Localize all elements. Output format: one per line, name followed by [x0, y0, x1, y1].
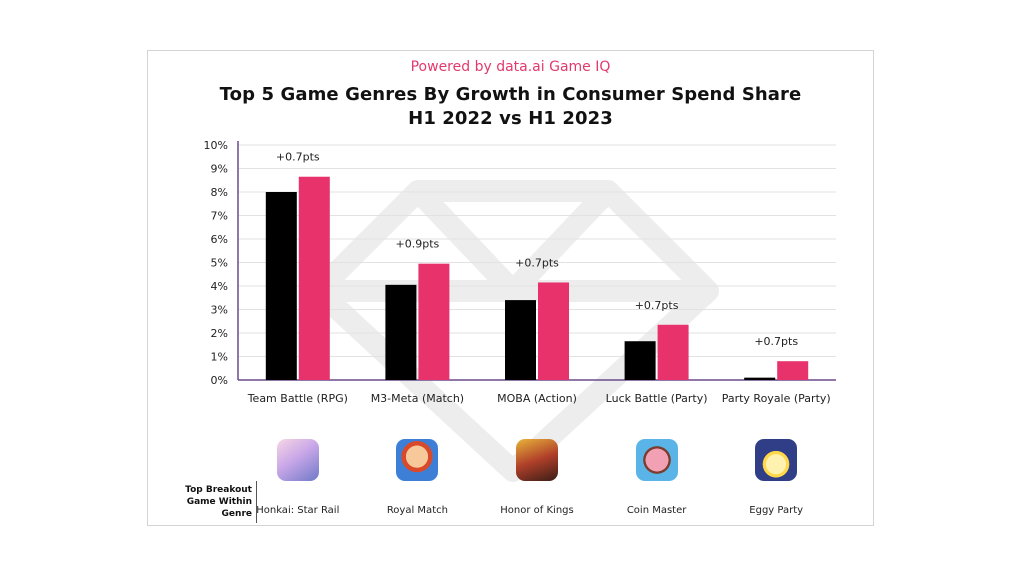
bar-h1-2022	[265, 192, 297, 380]
y-tick-label: 6%	[211, 233, 228, 246]
game-name-label: Honor of Kings	[500, 505, 574, 516]
chart-title: Top 5 Game Genres By Growth in Consumer …	[219, 84, 802, 105]
diamond-watermark-icon	[307, 180, 719, 482]
y-tick-label: 1%	[211, 351, 228, 364]
y-tick-label: 5%	[211, 257, 228, 270]
delta-label: +0.7pts	[515, 256, 559, 269]
delta-label: +0.7pts	[276, 151, 320, 164]
x-category-label: Luck Battle (Party)	[606, 392, 708, 405]
x-category-label: Team Battle (RPG)	[247, 392, 348, 405]
bar-chart: 0% 1% 2% 3% 4% 5% 6% 7% 8% 9% 10% +0.7pts Team Battl…	[204, 139, 836, 405]
bar-h1-2022	[744, 377, 776, 380]
bar-h1-2023	[418, 263, 450, 380]
game-name-label: Eggy Party	[749, 505, 804, 516]
y-tick-label: 7%	[211, 210, 228, 223]
royal-match-icon	[396, 439, 439, 481]
breakout-divider	[256, 481, 257, 523]
y-tick-label: 10%	[204, 139, 228, 152]
bar-h1-2022	[385, 284, 417, 380]
game-name-label: Royal Match	[386, 505, 448, 516]
honor-of-kings-icon	[516, 439, 558, 481]
eggy-party-icon	[755, 439, 798, 481]
y-tick-label: 9%	[211, 163, 228, 176]
bar-h1-2022	[505, 300, 536, 380]
bar-h1-2023	[538, 282, 569, 380]
chart-subtitle: H1 2022 vs H1 2023	[408, 108, 613, 129]
coin-master-icon	[635, 439, 678, 481]
y-tick-label: 2%	[211, 327, 228, 340]
y-tick-label: 4%	[211, 280, 228, 293]
bar-h1-2023	[298, 176, 330, 380]
y-tick-label: 0%	[211, 374, 228, 387]
bar-h1-2023	[777, 361, 809, 380]
chart-card: Powered by data.ai Game IQ Top 5 Game Ge…	[147, 50, 874, 526]
bar-h1-2023	[657, 324, 689, 380]
bar-h1-2022	[624, 341, 656, 380]
delta-label: +0.9pts	[396, 238, 440, 251]
honkai-star-rail-icon	[276, 439, 319, 481]
x-category-label: M3-Meta (Match)	[371, 392, 464, 405]
brand-caption: Powered by data.ai Game IQ	[410, 59, 611, 75]
breakout-label: Top Breakout Game Within Genre	[185, 485, 252, 519]
y-tick-label: 8%	[211, 186, 228, 199]
delta-label: +0.7pts	[754, 335, 798, 348]
x-category-label: Party Royale (Party)	[722, 392, 831, 405]
game-name-label: Coin Master	[626, 505, 687, 516]
y-tick-label: 3%	[211, 304, 228, 317]
delta-label: +0.7pts	[635, 299, 679, 312]
x-category-label: MOBA (Action)	[497, 392, 577, 405]
game-name-label: Honkai: Star Rail	[256, 505, 340, 516]
